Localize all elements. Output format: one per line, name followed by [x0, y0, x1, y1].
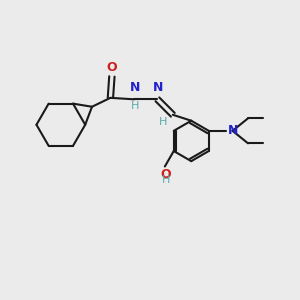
Text: H: H — [162, 175, 170, 185]
Text: N: N — [130, 81, 140, 94]
Text: N: N — [153, 81, 163, 94]
Text: N: N — [228, 124, 239, 137]
Text: O: O — [161, 168, 171, 181]
Text: O: O — [106, 61, 117, 74]
Text: H: H — [159, 117, 167, 127]
Text: H: H — [130, 101, 139, 111]
